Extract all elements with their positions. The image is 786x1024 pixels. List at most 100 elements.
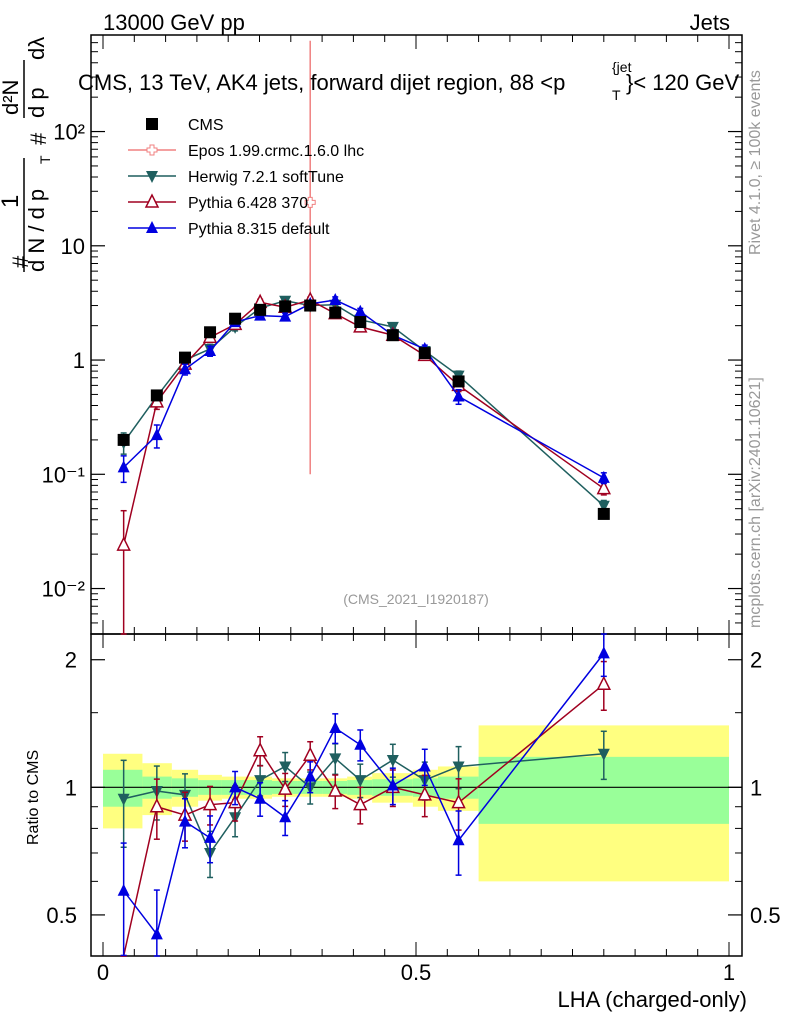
data-point [418,347,431,360]
legend-marker [146,171,158,183]
data-point [179,351,192,364]
ratio-point [452,761,465,774]
main-tick-label: 10⁻² [42,577,85,602]
main-tick-label: 1 [73,348,85,373]
data-point [150,389,163,402]
ratio-point [277,780,293,795]
data-point [452,389,465,402]
data-point [116,536,131,551]
series-cms [117,299,610,520]
legend-marker [146,118,158,130]
legend-marker [146,221,158,233]
legend-entry: Herwig 7.2.1 softTune [128,169,344,186]
ratio-point [418,759,431,772]
x-tick-label: 1 [723,960,735,985]
ratio-line [122,683,605,957]
data-point [329,306,342,319]
series-pythia [116,291,612,635]
legend-entry: Pythia 8.315 default [128,221,330,238]
ratio-point [386,778,399,791]
energy-label: 13000 GeV pp [103,10,245,35]
main-tick-label: 10² [53,120,85,145]
data-point [117,433,130,446]
mcplots-label: mcplots.cern.ch [arXiv:2401.10621] [747,377,764,628]
ratio-point [179,814,192,827]
rivet-label: Rivet 4.1.0, ≥ 100k events [747,70,764,255]
svg-text:CMS, 13 TeV, AK4 jets, forward: CMS, 13 TeV, AK4 jets, forward dijet reg… [78,70,565,95]
legend-label: Epos 1.99.crmc.1.6.0 lhc [188,143,364,160]
legend-label: Pythia 6.428 370 [188,195,308,212]
data-point [179,362,192,375]
data-point [279,300,292,313]
ratio-point [354,775,367,788]
series-epos [304,40,316,475]
data-point [452,375,465,388]
legend-entry: CMS [146,117,224,134]
data-point [596,479,612,495]
ratio-point [204,830,217,843]
data-point [597,507,610,520]
ratio-tick-label-right: 1 [750,775,762,800]
data-point [229,312,242,325]
ratio-point [229,780,242,793]
ratio-tick-label-left: 0.5 [46,903,77,928]
series-line [123,299,605,479]
ratio-point [417,786,432,801]
main-y-axis-label: # 1 d N / d p T # d²N d p dλ [0,37,53,272]
x-axis-label: LHA (charged-only) [557,987,747,1012]
y-label-hash2: # [26,132,51,145]
ratio-point [202,796,218,811]
data-point [150,428,163,441]
plot-title-sub: T [612,87,621,103]
data-point [329,293,342,306]
ratio-point [117,793,130,806]
ratio-point [597,646,610,659]
ratio-point [451,793,466,809]
data-point [254,303,267,316]
legend-label: CMS [188,117,224,134]
data-point [204,343,217,356]
data-point [117,460,130,473]
ratio-point [353,796,368,811]
data-point [597,470,610,483]
ratio-point [597,748,610,761]
y-label-dlambda: dλ [24,37,49,60]
ratio-point [252,742,268,757]
plot-title-sup: {jet [612,59,632,75]
main-tick-label: 10⁻¹ [42,462,85,487]
analysis-id: (CMS_2021_I1920187) [343,591,489,607]
y-label-t-sub: T [37,155,53,164]
ratio-point [302,746,318,762]
ratio-point [328,782,343,797]
ratio-point [304,769,317,782]
data-point [304,299,317,312]
category-label: Jets [690,10,730,35]
ratio-y-label: Ratio to CMS [25,750,42,845]
ratio-point [386,755,399,768]
ratio-point [452,833,465,846]
data-point [304,196,316,208]
legend: CMS Epos 1.99.crmc.1.6.0 lhc Herwig 7.2.1 … [128,117,364,238]
data-point [354,304,367,317]
ratio-tick-label-right: 2 [750,648,762,673]
data-point [354,316,367,329]
ratio-point [279,761,292,774]
data-point [597,500,610,513]
plot-title-tail: }< 120 GeV [626,70,739,95]
legend-marker [146,144,158,156]
ratio-series-pythia [117,633,610,957]
ratio-point [254,775,267,788]
y-label-d2n: d²N [0,80,23,115]
y-label-dpt: d p [24,87,49,118]
y-label-one: 1 [0,195,24,208]
legend-label: Herwig 7.2.1 softTune [188,169,344,186]
ratio-point [279,810,292,823]
data-point [279,309,292,322]
data-point [204,326,217,339]
legend-marker [144,193,160,208]
plot-title-main: CMS, 13 TeV, AK4 jets, forward dijet reg… [78,70,565,95]
x-tick-label: 0 [97,960,109,985]
ratio-point [150,927,163,940]
y-label-hash1: # [8,255,33,268]
